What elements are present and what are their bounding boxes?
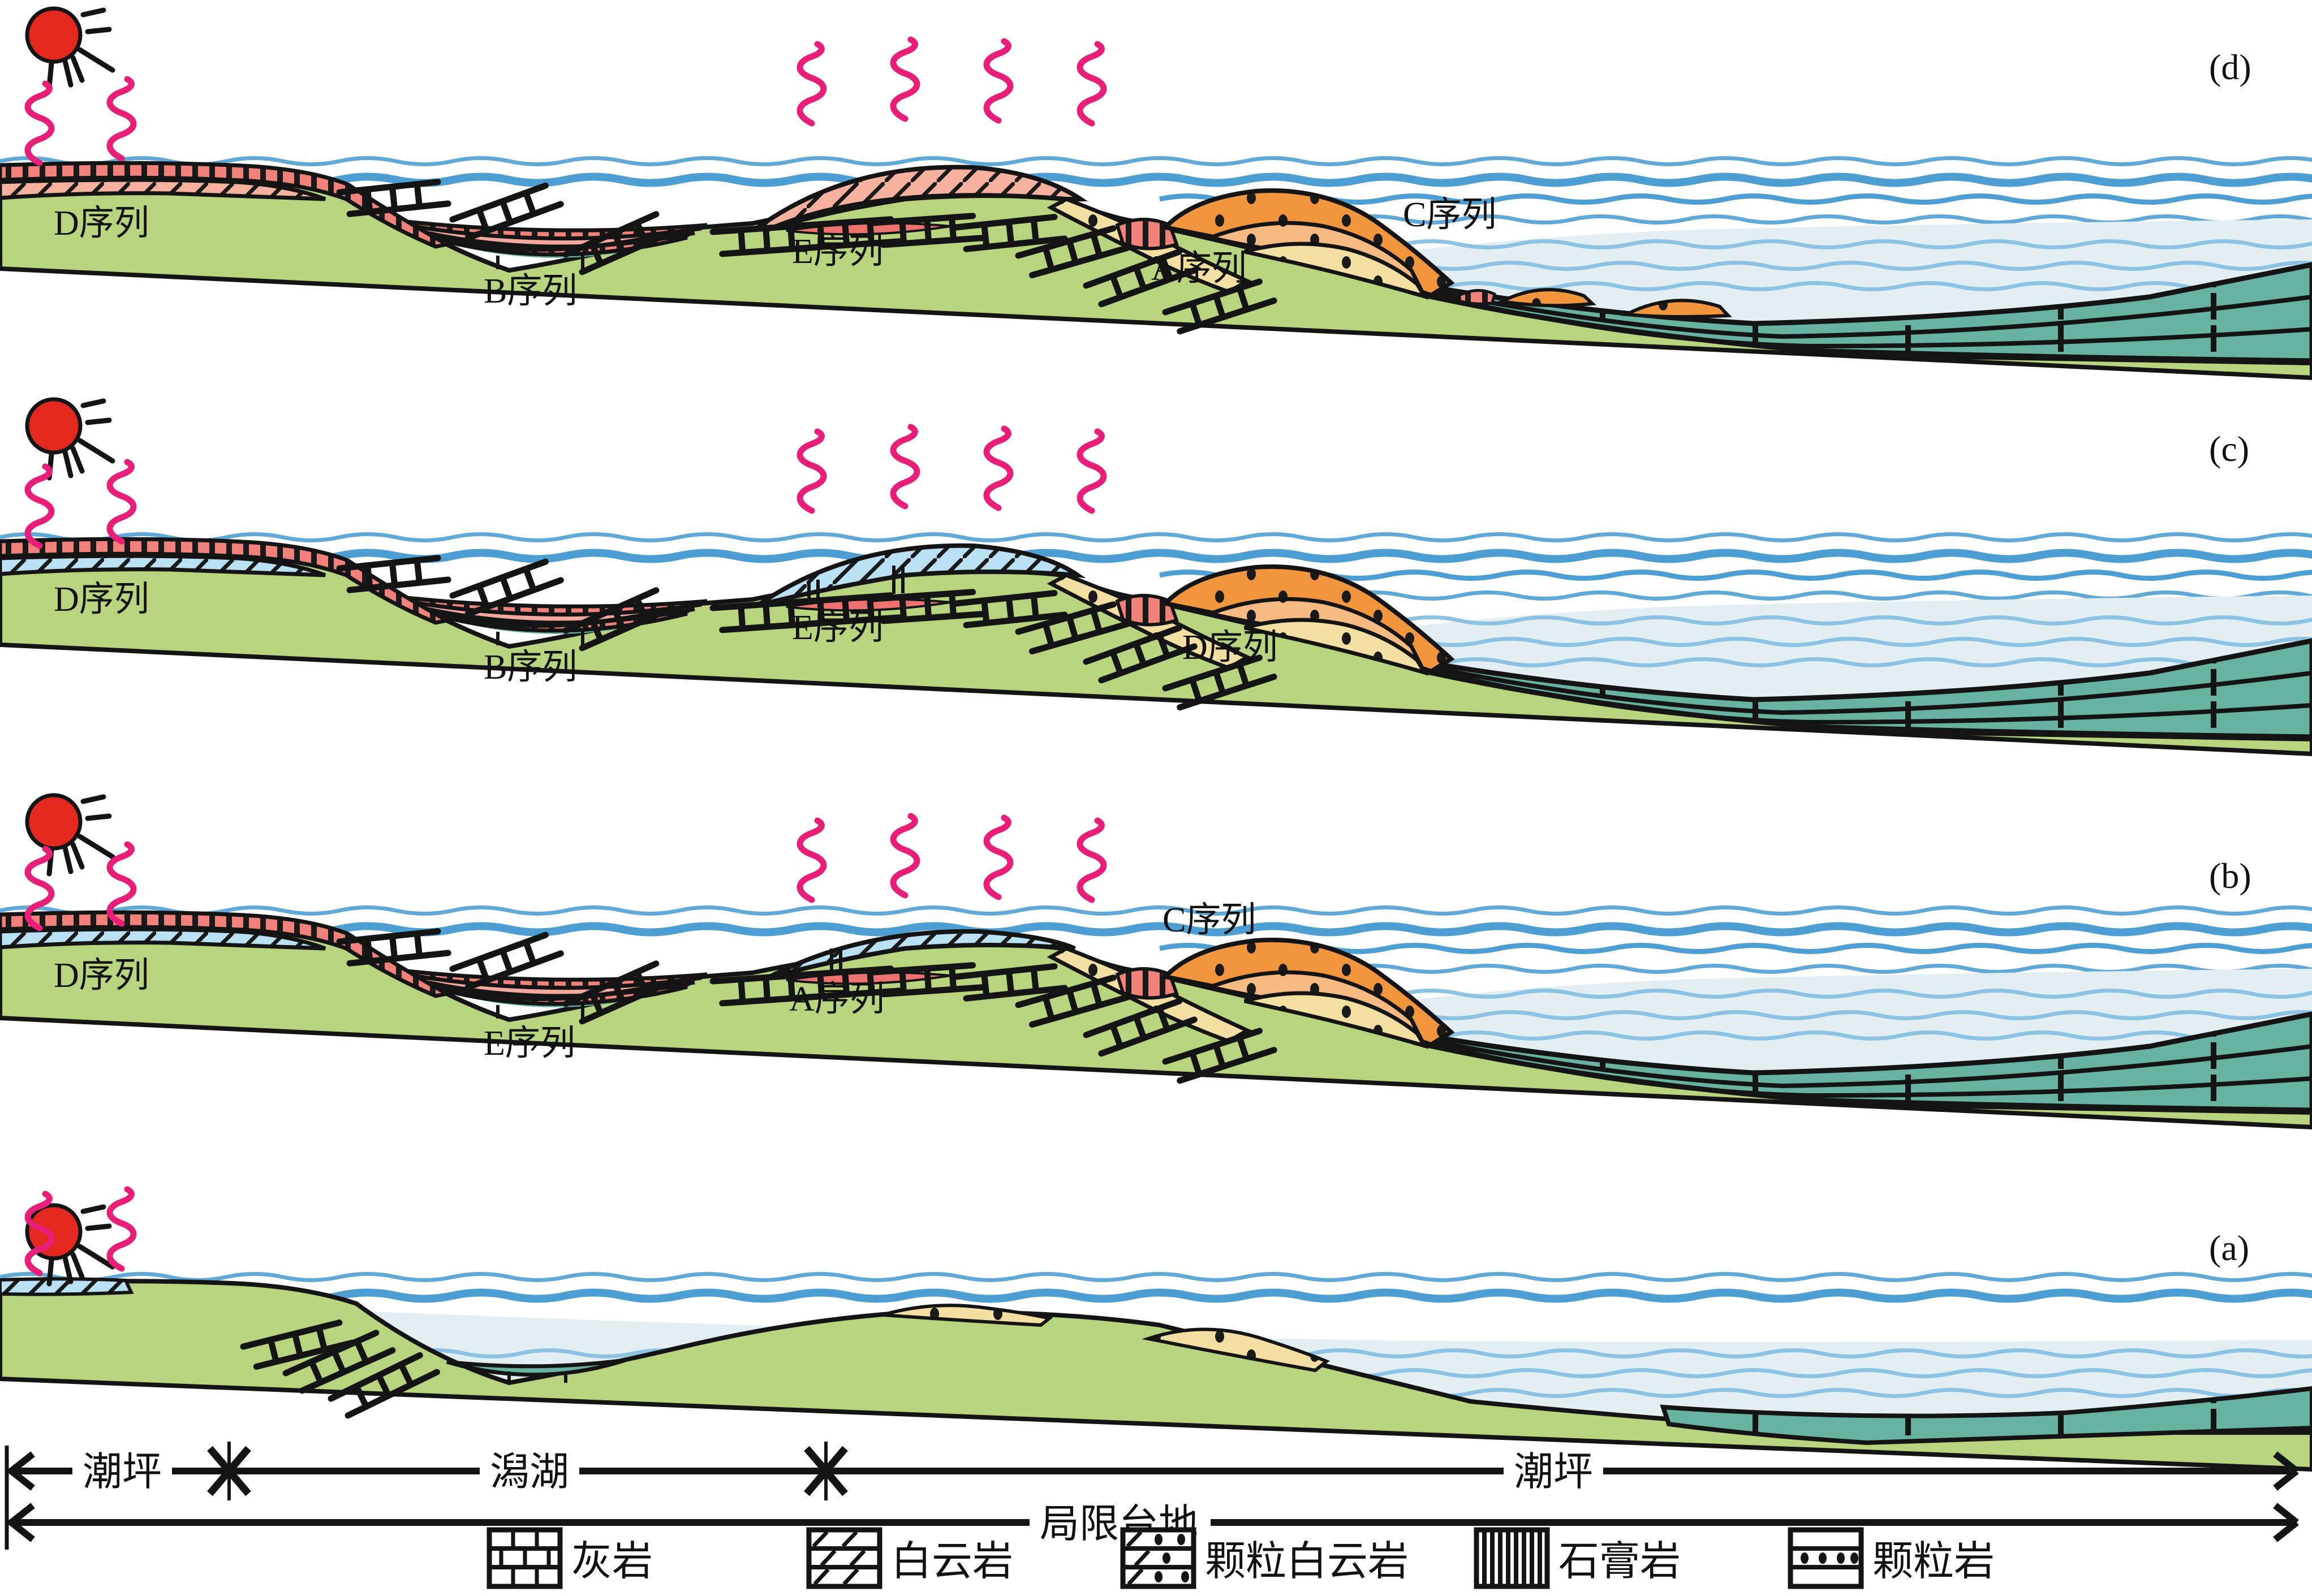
legend-item-granular-dolomite: 颗粒白云岩 [1120,1527,1409,1589]
legend-item-gypsum: 石膏岩 [1474,1527,1681,1589]
panel-a: (a) [0,1189,2312,1472]
panel-c: D序列 B序列 E序列 D序列 (c) [0,399,2312,754]
sequence-label: D序列 [1182,628,1278,667]
sequence-label: E序列 [484,1024,575,1063]
legend-label: 颗粒岩 [1872,1539,1995,1584]
axis-segment-label: 潮坪 [83,1451,162,1494]
sequence-label: A序列 [789,980,885,1019]
sequence-label: B序列 [484,648,577,687]
legend-label: 灰岩 [571,1539,653,1584]
axis-segment-label: 潟湖 [490,1451,569,1494]
sequence-label: D序列 [54,956,149,995]
sequence-label: C序列 [1403,196,1496,234]
axis-segment-label: 潮坪 [1514,1451,1593,1494]
panel-letter: (a) [2209,1228,2249,1268]
legend-label: 石膏岩 [1558,1539,1681,1584]
legend-label: 白云岩 [891,1539,1013,1584]
sequence-label: E序列 [792,232,884,271]
sun-icon [27,8,113,87]
sun-icon [27,399,113,478]
panel-letter: (d) [2209,47,2251,87]
legend-item-limestone: 灰岩 [486,1527,653,1589]
panel-d: D序列 B序列 E序列 A序列 C序列 (d) [0,8,2312,378]
sequence-label: E序列 [792,609,884,647]
sequence-label: C序列 [1163,901,1256,939]
sequence-label: A序列 [1151,249,1247,288]
legend-item-grainstone: 颗粒岩 [1788,1527,1995,1589]
panel-letter: (c) [2209,429,2249,469]
legend-item-dolomite: 白云岩 [806,1527,1013,1589]
panel-letter: (b) [2209,856,2251,896]
sequence-label: D序列 [54,580,149,619]
sequence-label: B序列 [484,272,577,310]
legend-label: 颗粒白云岩 [1205,1539,1409,1584]
panel-b: D序列 E序列 A序列 C序列 (b) [0,795,2312,1127]
lithology-legend: 灰岩 白云岩 颗粒白云岩 石膏岩 颗粒岩 [486,1527,1995,1589]
sequence-label: D序列 [54,204,149,243]
